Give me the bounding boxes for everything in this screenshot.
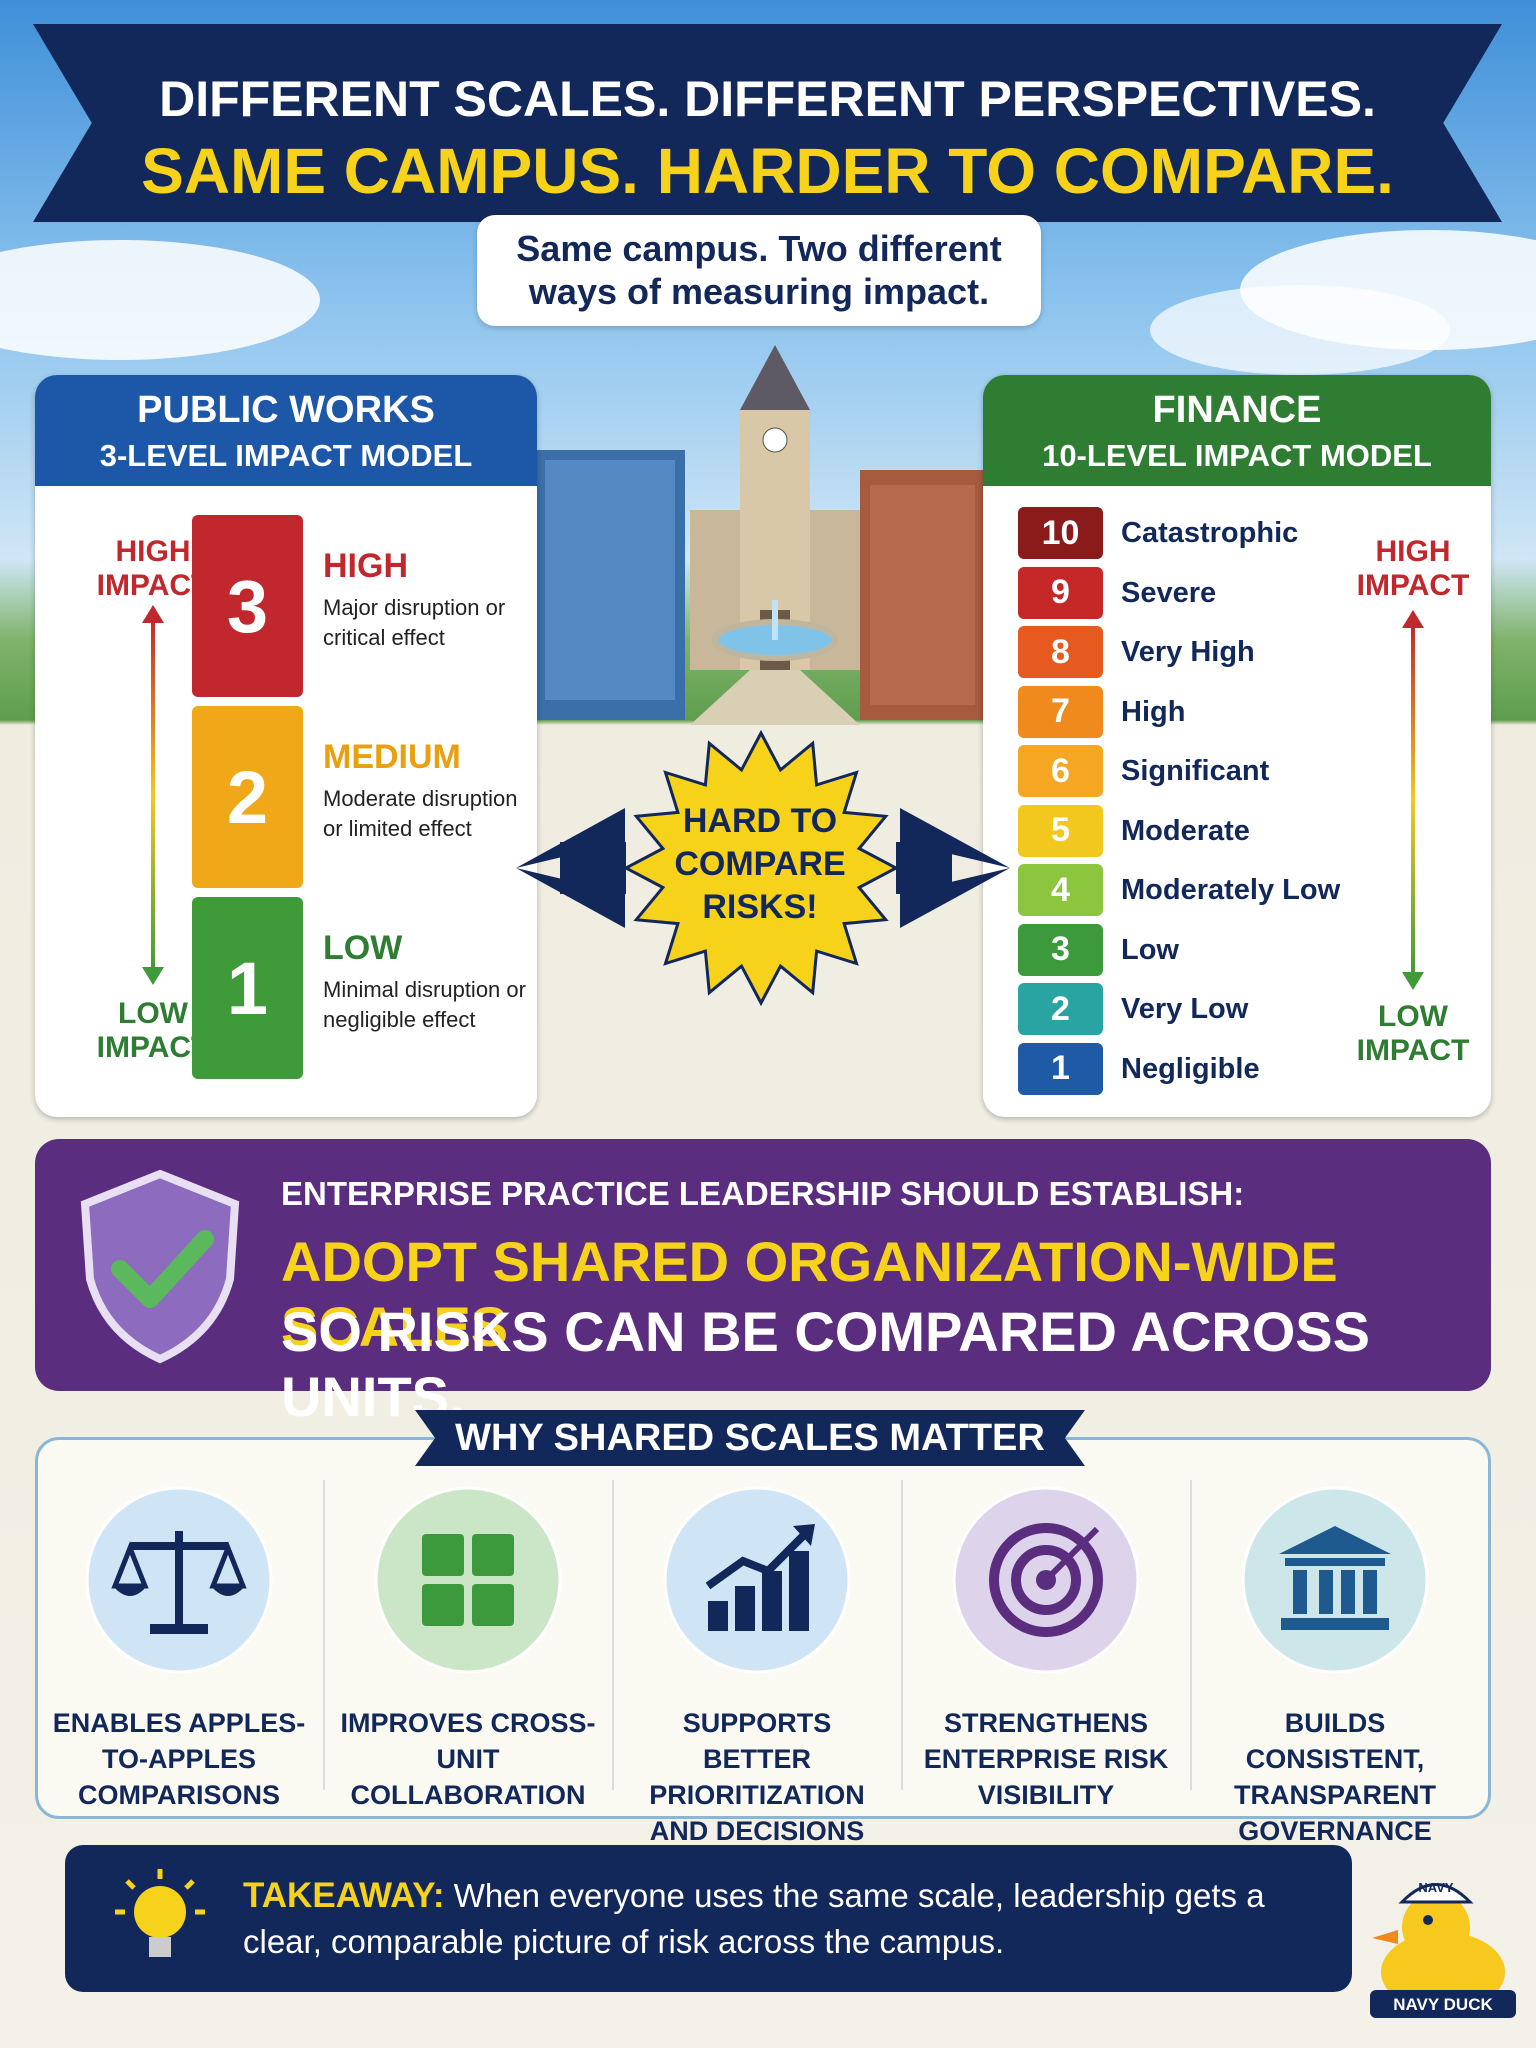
recommendation-subline: SO RISKS CAN BE COMPARED ACROSS UNITS. [281,1300,1370,1428]
level-name: MEDIUM [323,738,461,776]
level-description: Minimal disruption or negligible effect [323,977,526,1032]
recommendation-headline: ADOPT SHARED ORGANIZATION-WIDE SCALES [281,1230,1338,1358]
why-item: ENABLES APPLES-TO-APPLES COMPARISONS [52,1708,306,1810]
level-name: Moderate [1121,814,1250,847]
takeaway-text: When everyone uses the same scale, leade… [243,1877,1265,1960]
campus-scene [0,230,1536,725]
level-number: 1 [192,897,303,1079]
level-number: 6 [1018,745,1103,797]
level-number: 3 [192,515,303,697]
panel-subtitle: 10-LEVEL IMPACT MODEL [1042,438,1432,473]
banner: DIFFERENT SCALES. DIFFERENT PERSPECTIVES… [33,24,1502,222]
level-number: 8 [1018,626,1103,678]
why-item: SUPPORTS BETTER PRIORITIZATION AND DECIS… [649,1708,865,1846]
level-description: Major disruption or critical effect [323,595,506,650]
level-description: Moderate disruption or limited effect [323,786,518,841]
finance-panel: FINANCE 10-LEVEL IMPACT MODEL HIGH IMPAC… [983,375,1491,1117]
shield-icon [80,1169,240,1364]
level-name: Catastrophic [1121,517,1299,549]
level-number: 10 [1018,507,1103,559]
level-name: High [1121,695,1186,728]
panel-subtitle: 3-LEVEL IMPACT MODEL [99,438,473,473]
burst-graphic [516,730,1010,1007]
divider [1190,1480,1192,1790]
impact-arrow [142,605,164,985]
duck-mascot: NAVY NAVY DUCK [1370,1880,1516,2018]
level-number: 5 [1018,804,1103,857]
low-label: LOW IMPACT [96,997,210,1064]
level-name: Moderately Low [1121,874,1341,906]
banner-headline: SAME CAMPUS. HARDER TO COMPARE. [141,135,1394,207]
why-icon [952,1486,1140,1674]
level-number: 1 [1018,1042,1103,1095]
why-item: BUILDS CONSISTENT, TRANSPARENT GOVERNANC… [1234,1708,1436,1846]
divider [901,1480,903,1790]
low-label: LOW IMPACT [1356,1000,1470,1067]
takeaway-label: TAKEAWAY: [243,1876,445,1915]
why-item: STRENGTHENS ENTERPRISE RISK VISIBILITY [923,1708,1169,1810]
level-number: 7 [1018,685,1103,738]
level-name: LOW [323,929,403,967]
level-number: 9 [1018,566,1103,619]
why-icon [1241,1486,1429,1674]
why-icon [663,1486,851,1674]
mascot-hat-text: NAVY [1418,1880,1453,1895]
panel-header: FINANCE 10-LEVEL IMPACT MODEL [983,375,1491,486]
level-name: Very Low [1121,993,1249,1025]
level-name: HIGH [323,547,408,585]
level-name: Severe [1121,576,1217,609]
divider [323,1480,325,1790]
level-number: 2 [192,706,303,888]
recommendation-box: ENTERPRISE PRACTICE LEADERSHIP SHOULD ES… [35,1139,1491,1428]
divider [612,1480,614,1790]
mascot-badge: NAVY DUCK [1393,1995,1493,2014]
level-name: Significant [1121,755,1270,787]
level-name: Low [1121,933,1179,966]
level-number: 4 [1018,864,1103,916]
banner-line: DIFFERENT SCALES. DIFFERENT PERSPECTIVES… [159,71,1376,127]
burst-text: HARD TO COMPARE RISKS! [674,802,846,926]
high-label: HIGH IMPACT [96,535,210,602]
level-number: 2 [1018,983,1103,1035]
level-name: Negligible [1121,1052,1260,1085]
level-number: 3 [1018,923,1103,976]
recommendation-lead: ENTERPRISE PRACTICE LEADERSHIP SHOULD ES… [281,1175,1245,1212]
why-icon [85,1486,273,1674]
why-item: IMPROVES CROSS-UNIT COLLABORATION [340,1708,596,1810]
level-name: Very High [1121,636,1255,668]
why-icon [374,1486,562,1674]
lightbulb-icon [115,1869,205,1957]
subtitle: Same campus. Two different ways of measu… [477,215,1041,326]
panel-header: PUBLIC WORKS 3-LEVEL IMPACT MODEL [35,375,537,486]
why-title: WHY SHARED SCALES MATTER [415,1410,1085,1466]
panel-title: FINANCE [1152,389,1322,431]
impact-arrow [1402,610,1424,990]
high-label: HIGH IMPACT [1356,535,1470,602]
public-works-panel: PUBLIC WORKS 3-LEVEL IMPACT MODEL HIGH I… [35,375,537,1117]
takeaway-box: TAKEAWAY: When everyone uses the same sc… [65,1845,1352,1992]
panel-title: PUBLIC WORKS [137,389,435,431]
